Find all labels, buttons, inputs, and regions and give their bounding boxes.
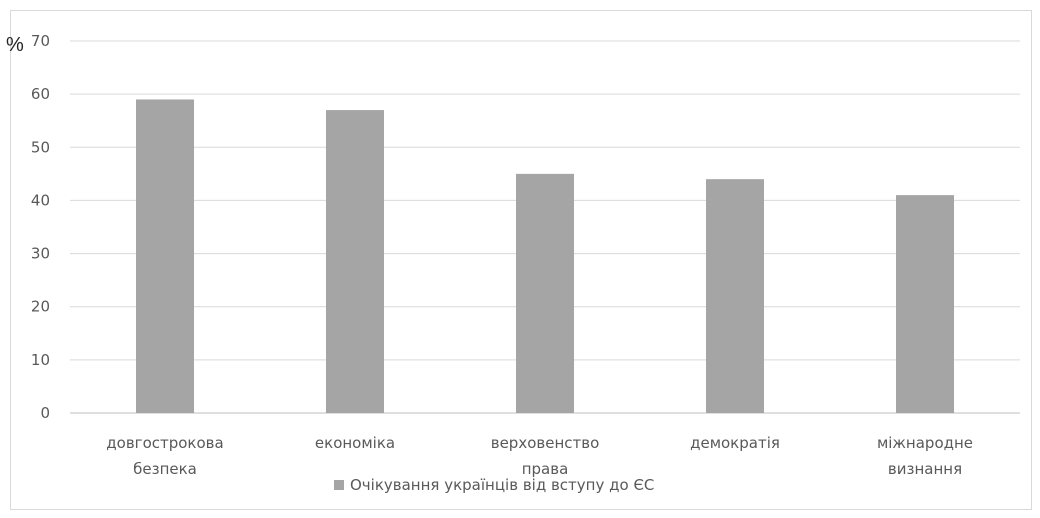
x-category-label: міжнародне — [877, 434, 973, 452]
y-tick-label: 40 — [31, 191, 50, 209]
x-category-label: верховенство — [491, 434, 600, 452]
x-category-label: довгострокова — [106, 434, 223, 452]
bar — [516, 173, 574, 413]
bar — [326, 110, 384, 413]
bars — [136, 99, 954, 413]
y-tick-label: 70 — [31, 32, 50, 50]
y-tick-label: 50 — [31, 138, 50, 156]
y-tick-label: 60 — [31, 85, 50, 103]
y-tick-label: 0 — [40, 404, 50, 422]
bar — [136, 99, 194, 413]
legend: Очікування українців від вступу до ЄС — [334, 476, 654, 494]
y-tick-label: 10 — [31, 351, 50, 369]
legend-label: Очікування українців від вступу до ЄС — [350, 476, 654, 494]
x-axis-categories: довгострокова безпека економіка верховенств… — [106, 434, 973, 478]
x-category-label: демократія — [690, 434, 780, 452]
bar — [706, 179, 764, 413]
x-category-label: визнання — [888, 460, 962, 478]
y-axis-ticks: 0 10 20 30 40 50 60 70 — [31, 32, 50, 422]
y-tick-label: 30 — [31, 245, 50, 263]
y-axis-unit-label: % — [6, 34, 24, 56]
legend-swatch — [334, 480, 344, 490]
x-category-label: безпека — [133, 460, 197, 478]
bar — [896, 195, 954, 413]
x-category-label: права — [522, 460, 569, 478]
y-tick-label: 20 — [31, 298, 50, 316]
x-category-label: економіка — [315, 434, 395, 452]
